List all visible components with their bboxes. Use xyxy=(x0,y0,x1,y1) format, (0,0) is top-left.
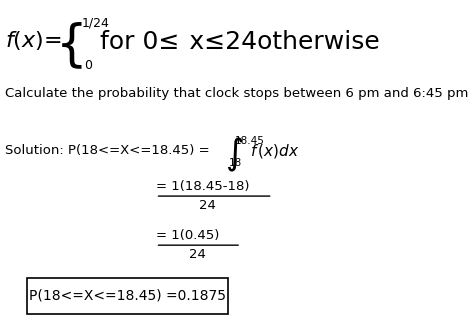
Text: $f\,(x)dx$: $f\,(x)dx$ xyxy=(250,142,299,160)
FancyBboxPatch shape xyxy=(27,278,228,314)
Text: $\int$: $\int$ xyxy=(225,136,244,174)
Text: = 1(18.45-18): = 1(18.45-18) xyxy=(155,180,249,193)
Text: $\{$: $\{$ xyxy=(55,20,83,71)
Text: P(18<=X<=18.45) =0.1875: P(18<=X<=18.45) =0.1875 xyxy=(29,289,226,303)
Text: 1/24: 1/24 xyxy=(81,16,109,29)
Text: Solution: P(18<=X<=18.45) =: Solution: P(18<=X<=18.45) = xyxy=(5,144,214,157)
Text: 0: 0 xyxy=(84,59,92,72)
Text: 24: 24 xyxy=(189,248,206,261)
Text: $f(x)$=: $f(x)$= xyxy=(5,29,62,52)
Text: 18.45: 18.45 xyxy=(235,136,264,147)
Text: = 1(0.45): = 1(0.45) xyxy=(155,229,219,242)
Text: 24: 24 xyxy=(199,199,216,213)
Text: 18: 18 xyxy=(229,158,242,168)
Text: Calculate the probability that clock stops between 6 pm and 6:45 pm: Calculate the probability that clock sto… xyxy=(5,86,468,100)
Text: for 0≤  x≤24otherwise: for 0≤ x≤24otherwise xyxy=(100,30,380,54)
